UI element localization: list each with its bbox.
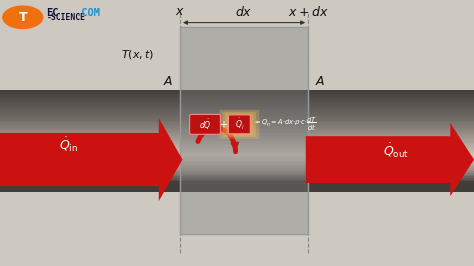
FancyBboxPatch shape [223, 112, 256, 137]
Circle shape [3, 6, 43, 28]
Text: $dx$: $dx$ [236, 5, 253, 19]
Text: .COM: .COM [76, 8, 101, 18]
Text: T: T [18, 11, 27, 24]
Text: $\dot{Q}_{\mathrm{in}}$: $\dot{Q}_{\mathrm{in}}$ [59, 136, 78, 154]
FancyBboxPatch shape [228, 115, 250, 134]
Text: $+$: $+$ [219, 119, 228, 130]
Text: $\dot{Q}_i$: $\dot{Q}_i$ [235, 117, 244, 132]
Polygon shape [0, 118, 182, 201]
Text: $A$: $A$ [163, 75, 173, 88]
FancyBboxPatch shape [219, 110, 259, 139]
Bar [180, 27, 308, 234]
Text: EC: EC [46, 8, 59, 18]
Text: $x$: $x$ [175, 6, 185, 18]
Text: -SCIENCE: -SCIENCE [46, 13, 85, 22]
FancyBboxPatch shape [226, 113, 253, 135]
Text: $\dot{Q}_{\mathrm{out}}$: $\dot{Q}_{\mathrm{out}}$ [383, 141, 409, 160]
FancyBboxPatch shape [190, 114, 220, 134]
Text: $= Q_n = A{\cdot}dx{\cdot}\rho{\cdot}c{\cdot}\dfrac{dT}{dt}$: $= Q_n = A{\cdot}dx{\cdot}\rho{\cdot}c{\… [253, 116, 317, 133]
Polygon shape [306, 123, 474, 196]
Text: $T(x,t)$: $T(x,t)$ [121, 48, 154, 61]
Text: $d\dot{Q}$: $d\dot{Q}$ [199, 117, 211, 132]
Text: $x+dx$: $x+dx$ [288, 5, 328, 19]
Text: $A$: $A$ [315, 75, 326, 88]
